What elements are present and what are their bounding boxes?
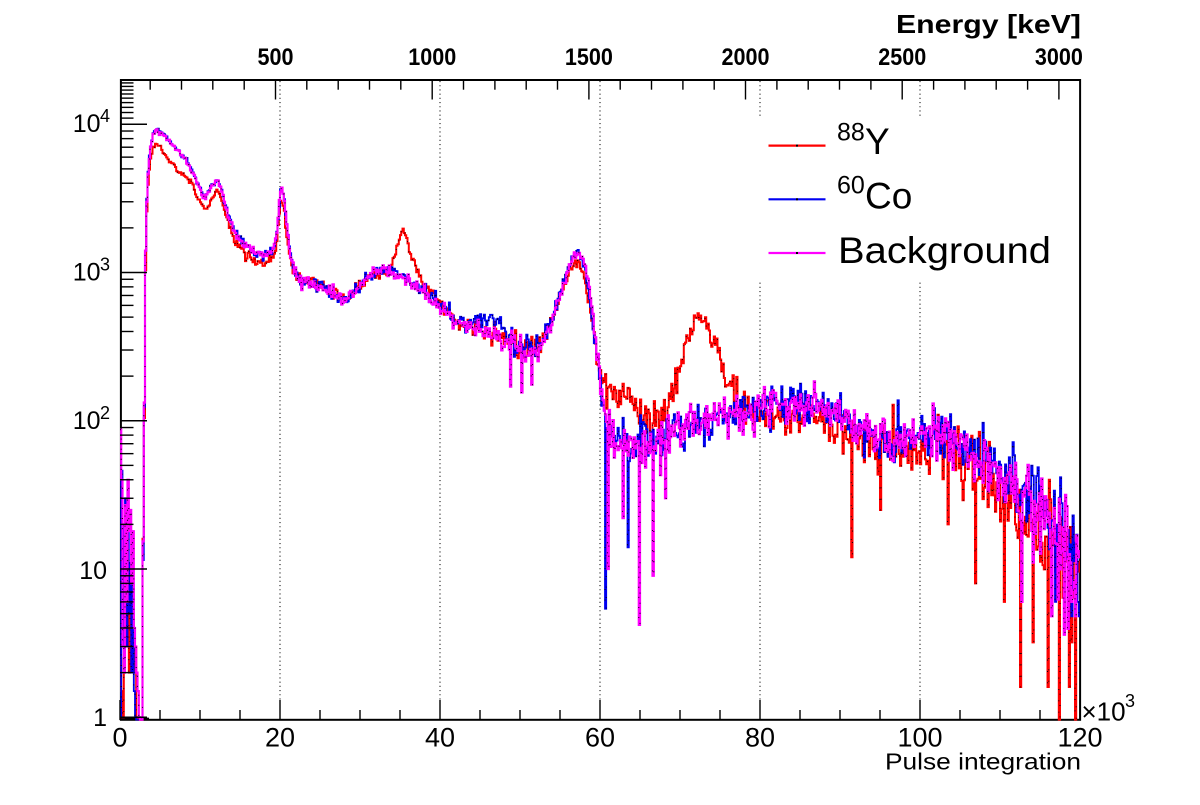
- svg-text:60: 60: [585, 723, 615, 753]
- svg-text:1: 1: [93, 704, 107, 732]
- svg-text:Energy [keV]: Energy [keV]: [896, 9, 1081, 39]
- svg-text:Co: Co: [865, 176, 912, 217]
- svg-text:0: 0: [112, 723, 127, 753]
- svg-text:88: 88: [837, 119, 865, 147]
- svg-text:3: 3: [100, 255, 110, 275]
- svg-text:10: 10: [73, 110, 101, 138]
- svg-text:Y: Y: [865, 121, 890, 162]
- svg-text:×10: ×10: [1082, 697, 1126, 727]
- svg-text:3000: 3000: [1035, 44, 1083, 71]
- svg-text:10: 10: [73, 407, 101, 435]
- svg-text:1000: 1000: [408, 44, 456, 71]
- svg-text:500: 500: [258, 44, 294, 71]
- svg-text:40: 40: [425, 723, 455, 753]
- svg-text:Pulse integration: Pulse integration: [885, 749, 1081, 775]
- svg-text:10: 10: [79, 557, 107, 585]
- svg-text:Background: Background: [838, 230, 1051, 271]
- svg-text:1500: 1500: [565, 44, 613, 71]
- svg-text:120: 120: [1057, 723, 1102, 753]
- svg-text:4: 4: [100, 106, 110, 126]
- svg-text:10: 10: [73, 259, 101, 287]
- svg-text:2500: 2500: [878, 44, 926, 71]
- svg-text:80: 80: [745, 723, 775, 753]
- svg-text:20: 20: [265, 723, 295, 753]
- svg-text:100: 100: [897, 723, 942, 753]
- svg-text:3: 3: [1125, 691, 1135, 711]
- svg-text:2000: 2000: [722, 44, 770, 71]
- svg-text:60: 60: [837, 172, 865, 200]
- svg-text:2: 2: [100, 403, 110, 423]
